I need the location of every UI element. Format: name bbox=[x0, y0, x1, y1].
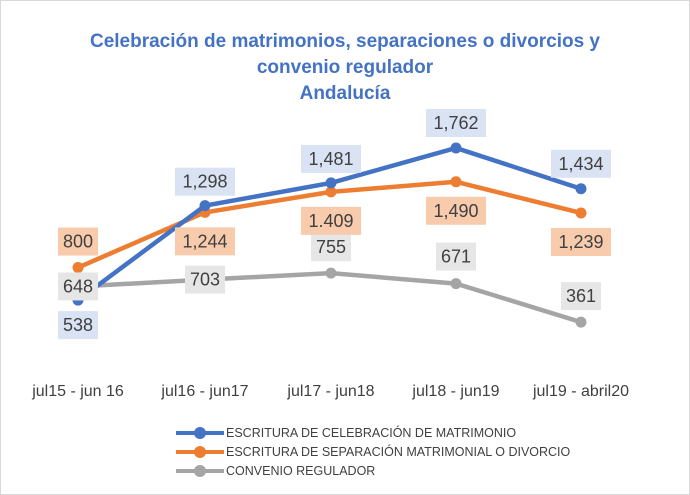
data-label: 648 bbox=[63, 276, 93, 296]
data-label-bg bbox=[301, 144, 361, 173]
data-label-bg bbox=[551, 149, 611, 178]
data-point bbox=[450, 176, 462, 188]
x-tick-label: jul18 - jun19 bbox=[412, 383, 500, 400]
data-label: 671 bbox=[441, 247, 471, 267]
data-point bbox=[325, 267, 337, 279]
data-point bbox=[72, 262, 84, 274]
legend-item-divorcio: ESCRITURA DE SEPARACIÓN MATRIMONIAL O DI… bbox=[176, 445, 570, 459]
data-label-bg bbox=[561, 282, 601, 311]
data-point bbox=[450, 278, 462, 290]
data-point bbox=[325, 177, 337, 189]
data-label-bg bbox=[436, 242, 476, 271]
data-point bbox=[575, 183, 587, 195]
data-label: 538 bbox=[63, 315, 93, 335]
legend-label: ESCRITURA DE CELEBRACIÓN DE MATRIMONIO bbox=[226, 426, 517, 440]
data-label: 1,490 bbox=[433, 201, 478, 221]
data-label-bg bbox=[551, 227, 611, 256]
data-label: 1,481 bbox=[308, 149, 353, 169]
series-line bbox=[77, 270, 582, 325]
data-label: 1,434 bbox=[558, 154, 603, 174]
legend-item-matrimonio: ESCRITURA DE CELEBRACIÓN DE MATRIMONIO bbox=[176, 426, 516, 440]
chart-title-line-3: Andalucía bbox=[299, 83, 391, 104]
data-label: 1,244 bbox=[182, 231, 227, 251]
data-label-bg bbox=[426, 196, 486, 225]
data-label-bg bbox=[58, 272, 98, 301]
data-label: 1,298 bbox=[182, 172, 227, 192]
x-tick-label: jul16 - jun17 bbox=[161, 383, 249, 400]
data-label: 755 bbox=[316, 237, 346, 257]
chart-title-line-1: Celebración de matrimonios, separaciones… bbox=[89, 31, 600, 52]
data-label-bg bbox=[175, 167, 235, 196]
legend-swatch bbox=[176, 446, 224, 458]
data-label-bg bbox=[58, 227, 98, 256]
legend-label: ESCRITURA DE SEPARACIÓN MATRIMONIAL O DI… bbox=[226, 445, 571, 459]
data-label-bg bbox=[426, 108, 486, 137]
data-point bbox=[199, 200, 211, 212]
legend-item-convenio: CONVENIO REGULADOR bbox=[176, 464, 375, 478]
data-label: 361 bbox=[566, 286, 596, 306]
data-label: 800 bbox=[63, 232, 93, 252]
data-label-bg bbox=[311, 233, 351, 262]
chart-title-line-2: convenio regulador bbox=[256, 57, 434, 78]
data-label: 1,762 bbox=[433, 113, 478, 133]
x-tick-label: jul15 - jun 16 bbox=[32, 383, 124, 400]
legend-swatch bbox=[176, 427, 224, 439]
data-point bbox=[575, 207, 587, 219]
data-point bbox=[325, 186, 337, 198]
data-point bbox=[450, 142, 462, 154]
data-label: 1.409 bbox=[308, 211, 353, 231]
data-point bbox=[575, 316, 587, 328]
x-tick-label: jul19 - abril20 bbox=[532, 383, 630, 400]
data-label: 703 bbox=[190, 270, 220, 290]
data-label-bg bbox=[185, 265, 225, 294]
data-label-bg bbox=[175, 227, 235, 256]
x-tick-label: jul17 - jun18 bbox=[287, 383, 375, 400]
data-label-bg bbox=[58, 311, 98, 340]
data-label: 1,239 bbox=[558, 232, 603, 252]
legend-swatch bbox=[176, 465, 224, 477]
data-label-bg bbox=[301, 206, 361, 235]
legend-label: CONVENIO REGULADOR bbox=[226, 464, 376, 478]
